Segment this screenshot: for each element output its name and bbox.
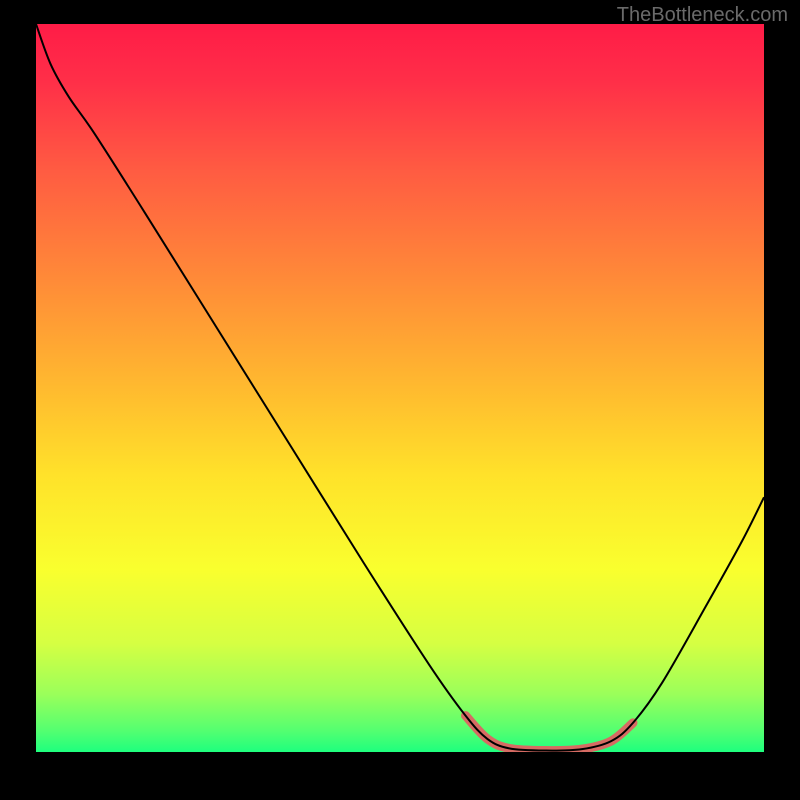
highlight-segment	[466, 716, 633, 751]
watermark-text: TheBottleneck.com	[617, 4, 788, 27]
curve-layer	[36, 24, 764, 752]
main-curve	[36, 24, 764, 751]
figure-container: TheBottleneck.com	[0, 0, 800, 800]
plot-area	[36, 24, 764, 752]
